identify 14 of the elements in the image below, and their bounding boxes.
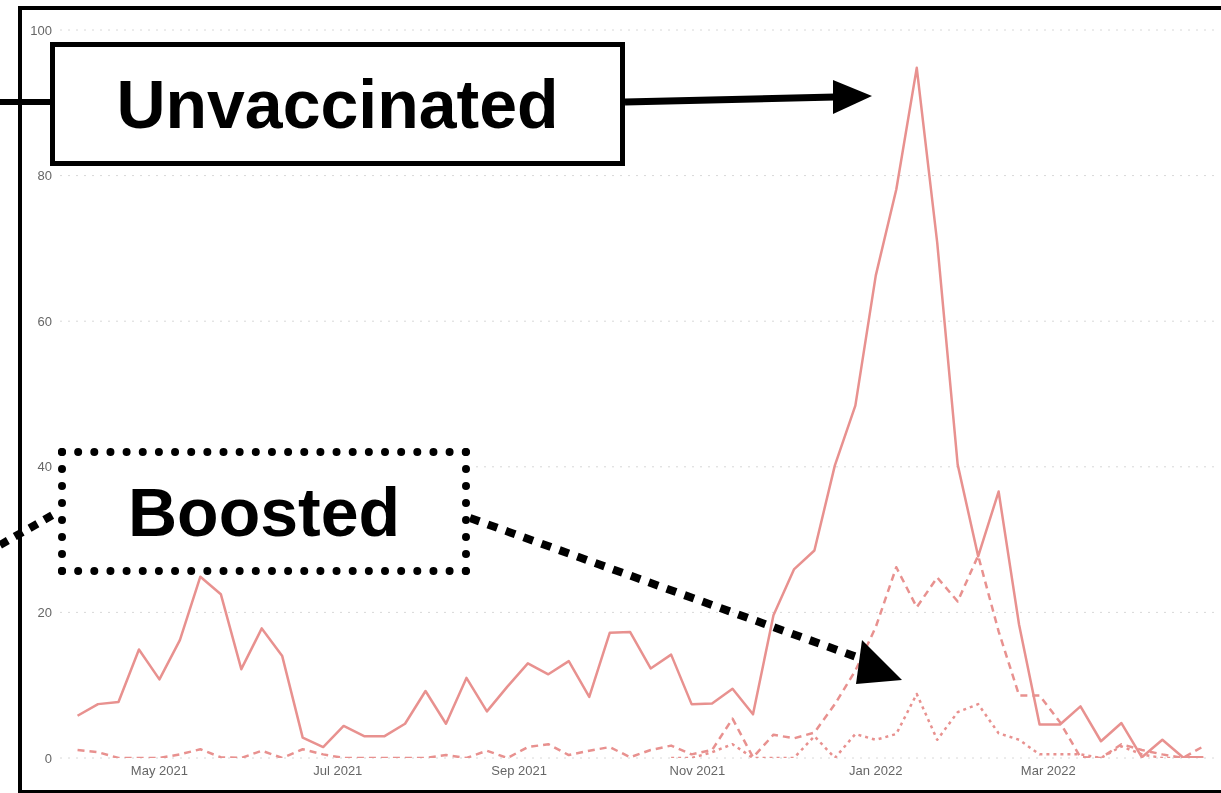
x-tick-label: Jul 2021 [313, 763, 363, 779]
x-tick-label: Nov 2021 [669, 763, 726, 779]
y-tick-label: 100 [30, 22, 52, 38]
x-tick-label: Mar 2022 [1020, 763, 1076, 779]
y-tick-label: 20 [37, 605, 52, 621]
y-tick-label: 80 [37, 168, 52, 184]
y-tick-label: 60 [37, 313, 52, 329]
y-tick-label: 40 [37, 459, 52, 475]
y-tick-label: 0 [44, 750, 52, 766]
x-tick-label: Sep 2021 [491, 763, 547, 779]
annotation: Unvaccinated [50, 42, 625, 166]
annotation: Boosted [58, 448, 470, 575]
x-tick-label: May 2021 [130, 763, 188, 779]
x-tick-label: Jan 2022 [849, 763, 903, 779]
